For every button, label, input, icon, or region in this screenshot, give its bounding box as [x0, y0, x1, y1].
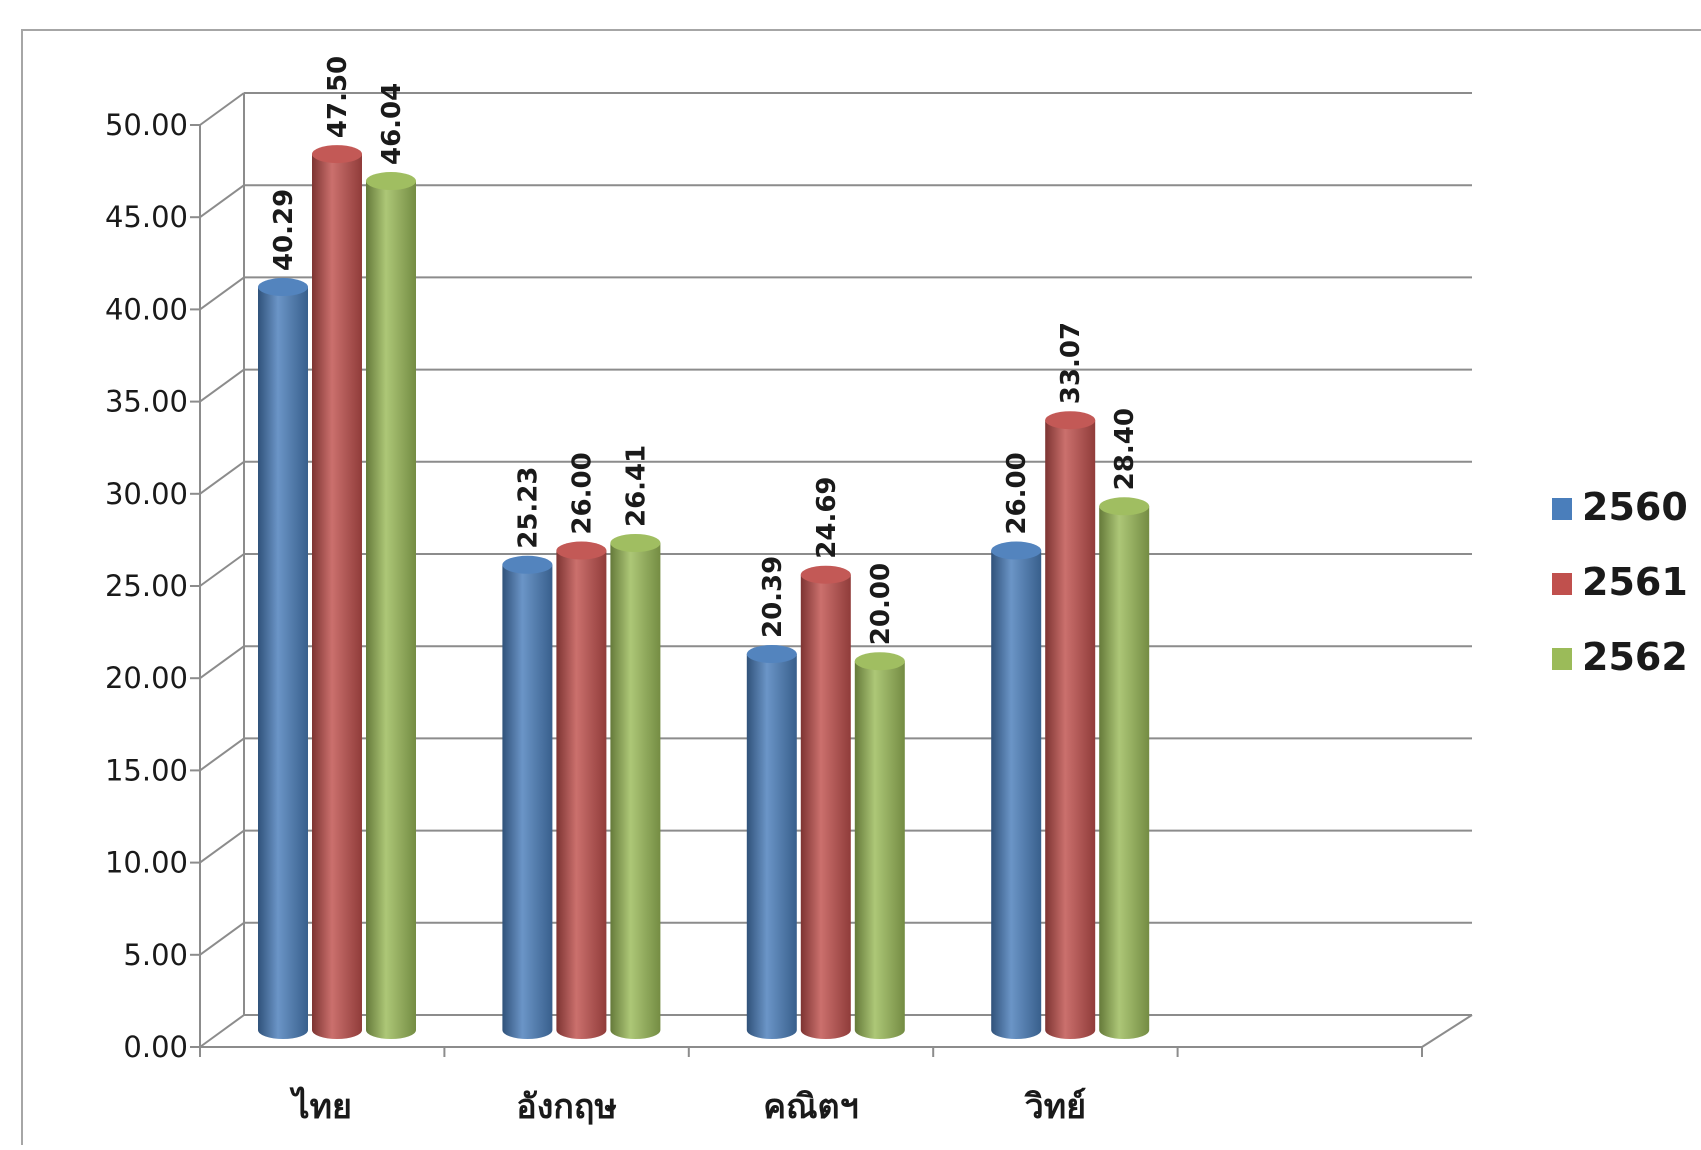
y-tick-label: 15.00: [105, 753, 188, 787]
bar-top: [366, 172, 416, 191]
gridline-connector: [199, 92, 245, 126]
data-label: 47.50: [323, 56, 353, 138]
legend-swatch: [1552, 498, 1572, 520]
y-tick-label: 25.00: [105, 569, 188, 603]
data-label: 25.23: [513, 467, 543, 549]
bar-2560-1: [258, 278, 308, 1040]
bar-body: [610, 542, 661, 1039]
bar-2562-3: [854, 652, 905, 1039]
legend-label: 2562: [1582, 635, 1688, 679]
data-label: 20.39: [758, 556, 788, 638]
bar-body: [800, 574, 851, 1039]
bar-2561-1: [312, 145, 362, 1040]
bar-top: [258, 278, 308, 297]
y-tick-label: 20.00: [105, 661, 188, 695]
y-tick-label: 35.00: [105, 385, 188, 419]
bar-2562-1: [366, 172, 416, 1039]
bar-body: [1045, 420, 1096, 1039]
bar-2560-3: [746, 645, 797, 1039]
bar-body: [1099, 506, 1150, 1040]
y-tick-label: 40.00: [105, 292, 188, 326]
data-label: 26.00: [567, 452, 597, 534]
data-label: 26.41: [621, 445, 651, 527]
legend-label: 2561: [1582, 560, 1688, 604]
gridline-connector: [199, 184, 245, 219]
bar-body: [854, 661, 905, 1039]
bar-body: [258, 287, 308, 1040]
bar-2560-2: [502, 555, 553, 1039]
legend-item-2561: 2561: [1552, 560, 1688, 604]
bar-top: [1099, 497, 1150, 516]
bar-top: [312, 145, 362, 164]
bar-top: [800, 565, 851, 584]
bar-2561-3: [800, 565, 851, 1039]
bar-top: [502, 555, 553, 574]
bar-top: [1045, 411, 1096, 430]
bar-top: [991, 541, 1042, 560]
data-labels: 40.29 47.50 46.04 25.23 26.00 26.41 20.39 24.69…: [269, 56, 1140, 645]
bar-body: [312, 154, 362, 1040]
gridline-connector: [199, 921, 245, 956]
legend-swatch: [1552, 573, 1572, 595]
bar-body: [746, 654, 797, 1039]
gridline-connector: [199, 553, 245, 587]
chart-border: [21, 29, 1701, 1150]
bar-body: [991, 550, 1042, 1039]
data-label: 26.00: [1002, 452, 1032, 534]
gridline-connector: [199, 645, 245, 680]
gridline-connector: [199, 460, 245, 495]
bar-body: [556, 550, 607, 1039]
x-category-label: อังกฤษ: [516, 1087, 617, 1127]
x-category-label: วิทย์: [1024, 1087, 1086, 1127]
bar-top: [746, 645, 797, 664]
x-category-label: ไทย: [289, 1086, 351, 1127]
bar-top: [610, 533, 661, 552]
bar-body: [502, 564, 553, 1039]
data-label: 20.00: [866, 563, 896, 645]
y-tick-label: 0.00: [123, 1030, 188, 1064]
bar-top: [556, 541, 607, 560]
gridline-connector: [199, 829, 245, 864]
gridline-connector: [199, 368, 245, 403]
bar-top: [854, 652, 905, 671]
data-label: 40.29: [269, 189, 299, 271]
legend-item-2560: 2560: [1552, 485, 1688, 529]
data-label: 28.40: [1110, 408, 1140, 490]
x-category-label: คณิตฯ: [763, 1087, 858, 1127]
gridline-connector: [199, 276, 245, 311]
bar-2562-4: [1099, 497, 1150, 1040]
y-tick-label: 5.00: [123, 938, 188, 972]
gridline-connector: [199, 1014, 245, 1048]
bars: [258, 145, 1150, 1040]
y-tick-label: 50.00: [105, 108, 188, 142]
legend-swatch: [1552, 648, 1572, 670]
legend-item-2562: 2562: [1552, 635, 1688, 679]
bar-2560-4: [991, 541, 1042, 1039]
data-label: 46.04: [377, 83, 407, 165]
legend: 2560 2561 2562: [1552, 485, 1688, 679]
y-tick-label: 10.00: [105, 846, 188, 880]
gridline-connector: [199, 737, 245, 772]
legend-label: 2560: [1582, 485, 1688, 529]
y-tick-label: 30.00: [105, 477, 188, 511]
bar-2561-4: [1045, 411, 1096, 1039]
axes: 0.00 5.00 10.00 15.00 20.00 25.00 30.00 35.00 40…: [105, 93, 1473, 1127]
bar-2562-2: [610, 533, 661, 1039]
bar-2561-2: [556, 541, 607, 1039]
bar-body: [366, 181, 416, 1039]
floor-edge: [1421, 1014, 1473, 1048]
data-label: 24.69: [812, 476, 842, 558]
y-tick-label: 45.00: [105, 200, 188, 234]
data-label: 33.07: [1056, 322, 1086, 404]
